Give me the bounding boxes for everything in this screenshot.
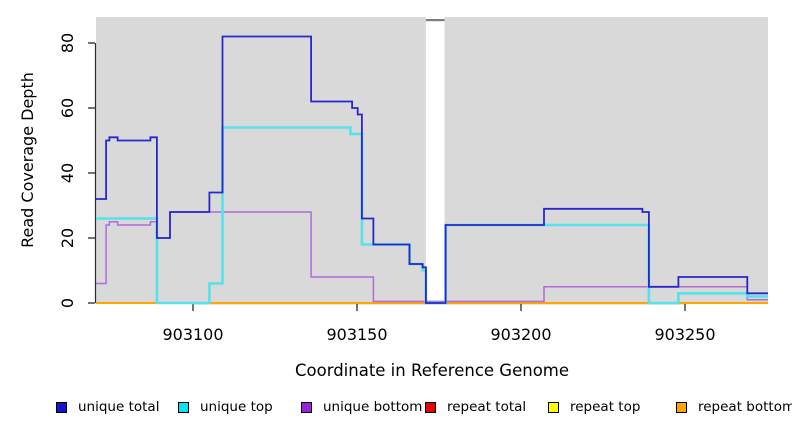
y-tick-label: 20 <box>58 228 77 248</box>
y-tick-label: 80 <box>58 33 77 53</box>
x-tick-label: 903250 <box>654 325 715 344</box>
y-tick-label: 60 <box>58 98 77 118</box>
y-tick-label: 0 <box>58 298 77 308</box>
x-tick-label: 903200 <box>490 325 551 344</box>
y-tick-label: 40 <box>58 163 77 183</box>
series-line-unique-total <box>95 35 768 304</box>
no-data-gap <box>425 17 445 303</box>
no-data-gap-cap <box>425 19 445 22</box>
y-axis-label: Read Coverage Depth <box>18 72 37 248</box>
x-tick-label: 903100 <box>162 325 223 344</box>
x-axis-label: Coordinate in Reference Genome <box>294 361 570 380</box>
x-tick-label: 903150 <box>326 325 387 344</box>
